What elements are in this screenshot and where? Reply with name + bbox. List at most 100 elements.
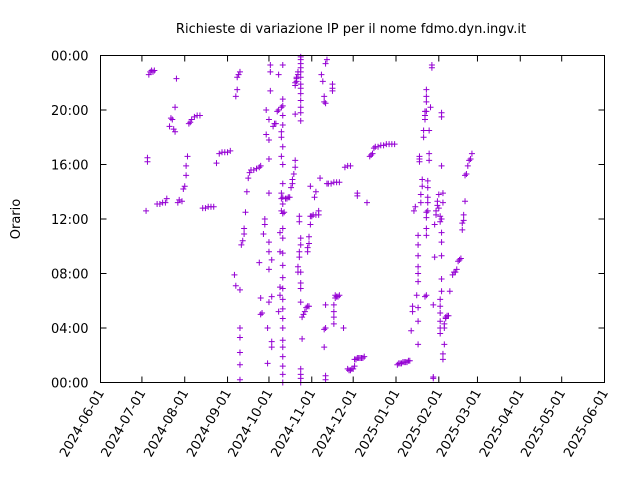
data-point [172,104,179,111]
data-point [149,68,156,75]
data-point [434,198,441,205]
data-point [420,134,427,141]
data-point [173,75,180,82]
data-point [415,278,422,285]
data-point [438,252,445,259]
data-point [423,108,430,115]
data-point [317,175,324,182]
data-point [330,314,337,321]
data-point [268,338,275,345]
data-point [431,221,438,228]
data-point [330,320,337,327]
data-point [415,252,422,259]
data-point [292,111,299,118]
data-point [445,312,452,319]
data-point [151,67,158,74]
data-point [297,109,304,116]
data-point [236,68,243,75]
data-point [406,357,413,364]
data-point [319,78,326,85]
data-point [409,308,416,315]
data-point [279,315,286,322]
data-point [236,286,243,293]
data-point [307,183,314,190]
data-point [398,360,405,367]
data-point [321,98,328,105]
data-point [278,128,285,135]
data-point [178,198,185,205]
data-point [281,209,288,216]
data-point [336,179,343,186]
data-point [260,230,267,237]
data-point [267,68,274,75]
data-point [423,86,430,93]
data-point [234,86,241,93]
data-point [277,284,284,291]
data-point [340,325,347,331]
data-point [185,120,192,127]
data-point [299,314,306,321]
data-point [435,191,442,198]
data-point [278,207,285,214]
data-point [278,104,285,111]
data-point [184,153,191,160]
data-point [437,213,444,220]
data-point [297,117,304,124]
data-point [144,154,151,161]
data-point [306,233,313,240]
data-point [279,262,286,269]
data-point [369,150,376,157]
data-point [187,119,194,126]
y-axis-label: Orario [9,199,24,240]
data-point [270,123,277,130]
data-point [322,301,329,308]
data-point [279,210,286,217]
data-point [322,100,329,107]
data-point [263,107,270,113]
data-point [439,356,446,363]
data-point [457,255,464,262]
data-point [245,175,252,182]
data-point [256,164,263,171]
data-point [279,96,286,103]
data-point [196,112,203,119]
data-point [279,305,286,312]
data-point [439,190,446,197]
data-point [413,292,420,299]
data-point [163,195,170,202]
data-point [265,266,272,273]
data-point [336,292,343,299]
data-point [466,157,473,164]
data-point [415,304,422,311]
data-point [306,303,313,310]
data-point [368,151,375,158]
data-point [419,176,426,183]
data-point [428,62,435,69]
data-point [415,270,422,277]
data-point [275,107,282,113]
data-point [438,229,445,236]
data-point [435,205,442,212]
data-point [415,318,422,325]
data-point [297,365,304,372]
data-point [279,325,286,331]
data-point [427,104,434,111]
data-point [180,186,187,193]
data-point [292,157,299,164]
data-point [267,87,274,94]
data-point [236,376,243,383]
data-point [243,188,250,195]
data-point [437,303,444,310]
data-point [246,169,253,176]
data-point [275,71,282,78]
data-point [459,226,466,233]
data-point [341,164,348,171]
data-point [415,263,422,270]
data-point [350,365,357,372]
data-point [297,97,304,104]
data-point [279,112,286,119]
data-point [167,115,174,122]
data-point [321,93,328,100]
data-point [156,201,163,208]
